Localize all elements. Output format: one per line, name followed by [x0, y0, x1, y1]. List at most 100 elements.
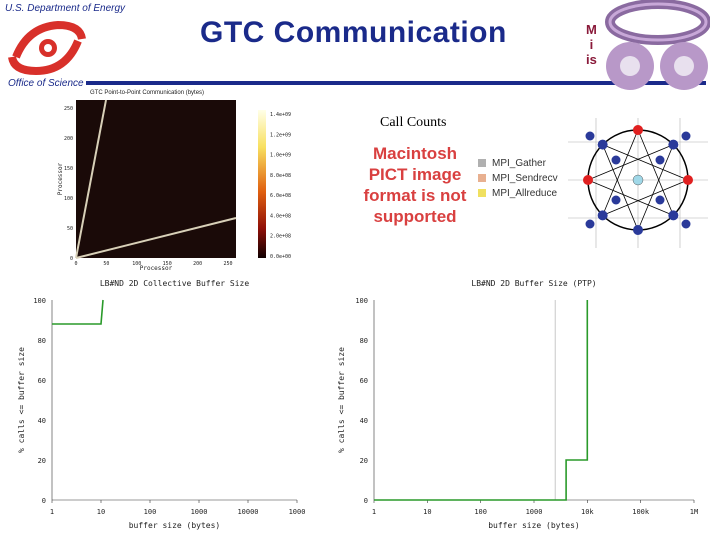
heatmap-y-ticks: 0 50 100 150 200 250 — [64, 106, 73, 262]
y-tick-label: 60 — [38, 377, 46, 385]
call-counts-title: Call Counts — [380, 115, 447, 130]
y-axis-label: % calls <= buffer size — [17, 347, 26, 453]
x-tick-label: 10k — [581, 508, 594, 516]
colorbar-tick: 0.0e+00 — [270, 254, 291, 260]
y-tick-label: 40 — [38, 417, 46, 425]
doe-logo — [8, 15, 86, 81]
heatmap-y-tick: 250 — [64, 106, 73, 112]
series-line — [374, 300, 589, 501]
heatmap-x-ticks: 0 50 100 150 200 250 — [74, 261, 232, 267]
collective-buffer-chart: LB#ND 2D Collective Buffer Size 0 20 40 60 80… — [17, 279, 306, 530]
page-title: GTC Communication — [200, 16, 507, 49]
heatmap-diagonal-steep — [75, 99, 107, 259]
topology-node — [583, 175, 593, 185]
x-tick-label: 10000 — [237, 508, 258, 516]
legend-sendrecv: MPI_Sendrecv — [478, 173, 558, 184]
y-tick-label: 100 — [355, 297, 368, 305]
x-tick-label: 1 — [372, 508, 376, 516]
topology-node — [655, 155, 665, 165]
y-tick-label: 100 — [33, 297, 46, 305]
topology-edge — [637, 129, 674, 216]
topology-edge — [587, 179, 674, 216]
topology-node — [633, 125, 643, 135]
legend-allreduce: MPI_Allreduce — [478, 188, 557, 199]
y-tick-label: 20 — [38, 457, 46, 465]
x-tick-label: 1000 — [526, 508, 543, 516]
topology-edge — [602, 144, 689, 181]
header-divider — [86, 81, 706, 85]
heatmap-y-tick: 150 — [64, 166, 73, 172]
heatmap-x-tick: 250 — [223, 261, 232, 267]
y-tick-label: 20 — [360, 457, 368, 465]
heatmap-y-tick: 100 — [64, 196, 73, 202]
y-tick-label: 80 — [360, 337, 368, 345]
topology-node — [611, 155, 621, 165]
colorbar-tick: 6.0e+08 — [270, 193, 291, 199]
heatmap-x-tick: 50 — [103, 261, 109, 267]
topology-node — [585, 219, 595, 229]
heatmap-diagonal-shallow — [75, 217, 237, 259]
topology-node — [597, 139, 608, 150]
heatmap-y-tick: 50 — [67, 226, 73, 232]
topology-node — [597, 210, 608, 221]
topology-edge — [587, 144, 674, 181]
topology-edge — [602, 144, 639, 231]
topology-edge — [637, 144, 674, 231]
heatmap-title: GTC Point-to-Point Communication (bytes) — [90, 90, 205, 96]
topology-node — [681, 219, 691, 229]
y-axis-label: % calls <= buffer size — [337, 347, 346, 453]
torus-placeholder-text: M i is — [586, 22, 597, 67]
legend-swatch — [478, 159, 486, 168]
topology-edge — [602, 129, 639, 216]
heatmap-y-label: Processor — [57, 162, 64, 195]
x-tick-label: 100 — [474, 508, 487, 516]
y-tick-label: 60 — [360, 377, 368, 385]
pict-unsupported-message: Macintosh PICT image format is not suppo… — [363, 144, 467, 226]
y-tick-label: 0 — [364, 497, 368, 505]
colorbar-tick: 1.2e+09 — [270, 132, 291, 138]
colorbar-tick: 1.4e+09 — [270, 112, 291, 118]
heatmap-x-tick: 0 — [74, 261, 77, 267]
x-tick-label: 100 — [144, 508, 157, 516]
topology-node — [681, 131, 691, 141]
topology-node — [633, 225, 643, 235]
heatmap-x-tick: 100 — [132, 261, 141, 267]
agency-name: U.S. Department of Energy — [5, 3, 126, 14]
y-tick-label: 80 — [38, 337, 46, 345]
topology-node — [611, 195, 621, 205]
x-tick-label: 10 — [97, 508, 105, 516]
y-tick-label: 0 — [42, 497, 46, 505]
x-tick-label: 100k — [632, 508, 650, 516]
x-tick-label: 1 — [50, 508, 54, 516]
center-node — [632, 174, 644, 186]
heatmap-chart: 0 50 100 150 200 250 0 50 100 150 200 250 Processo… — [57, 99, 291, 272]
colorbar-ticks: 1.4e+09 1.2e+09 1.0e+09 8.0e+08 6.0e+08 4.0e+… — [270, 112, 291, 260]
legend-swatch — [478, 174, 486, 183]
heatmap-y-tick: 0 — [70, 256, 73, 262]
topology-node — [668, 210, 679, 221]
colorbar-tick: 2.0e+08 — [270, 234, 291, 240]
x-tick-label: 1000 — [191, 508, 208, 516]
heatmap-y-tick: 200 — [64, 136, 73, 142]
colorbar-tick: 4.0e+08 — [270, 213, 291, 219]
series-line — [52, 299, 104, 325]
colorbar-tick: 1.0e+09 — [270, 153, 291, 159]
topology-edge — [602, 179, 689, 216]
x-tick-label: 1000 — [289, 508, 306, 516]
torus-image — [605, 0, 710, 90]
legend-gather: MPI_Gather — [478, 158, 546, 169]
heatmap-plot-area — [76, 100, 236, 258]
heatmap-x-tick: 200 — [193, 261, 202, 267]
x-axis-label: buffer size (bytes) — [129, 521, 221, 530]
office-name: Office of Science — [8, 78, 84, 89]
ptp-buffer-chart: LB#ND 2D Buffer Size (PTP) 0 20 40 60 80 100 1 1… — [337, 279, 698, 530]
x-axis-label: buffer size (bytes) — [488, 521, 580, 530]
heatmap-x-tick: 150 — [163, 261, 172, 267]
x-tick-label: 1M — [690, 508, 698, 516]
ring-topology-diagram — [568, 118, 708, 248]
topology-node — [655, 195, 665, 205]
chart-title: LB#ND 2D Buffer Size (PTP) — [471, 279, 596, 288]
chart-title: LB#ND 2D Collective Buffer Size — [100, 279, 249, 288]
legend-swatch — [478, 189, 486, 198]
y-tick-label: 40 — [360, 417, 368, 425]
